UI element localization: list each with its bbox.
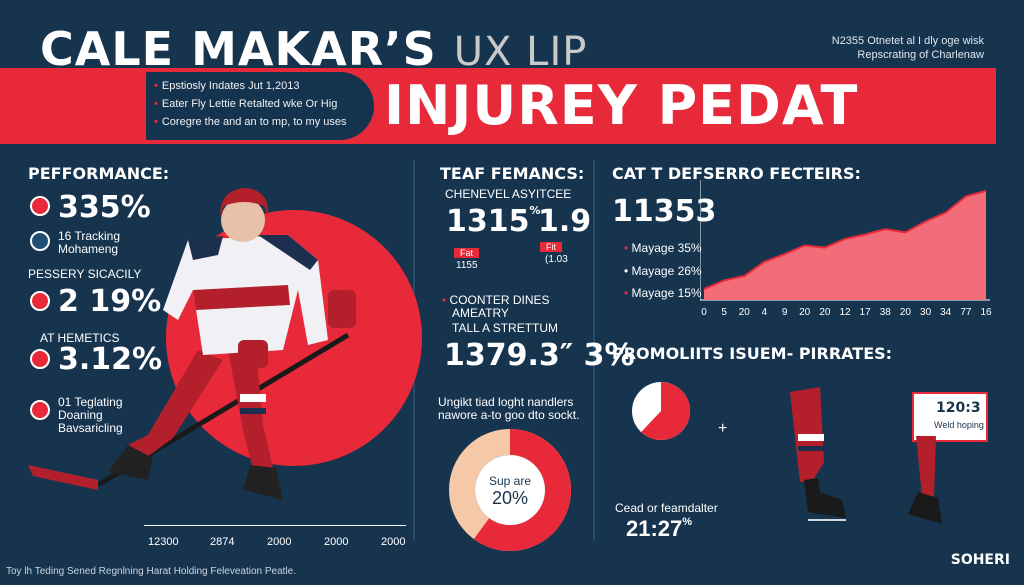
title-sub: UX LIP xyxy=(453,29,588,75)
tall-label: TALL A STRETTUM xyxy=(452,321,559,335)
x-tick-label: 20 xyxy=(739,307,751,318)
team-tag-left-sub: 1155 xyxy=(456,260,478,271)
x-tick-label: 20 xyxy=(900,307,912,318)
promo-pie-chart xyxy=(632,382,690,440)
axis-tick-label: 2000 xyxy=(267,536,292,548)
chart-heading: CAT T DEFSERRO FECTEIRS: xyxy=(612,164,861,183)
x-tick-label: 38 xyxy=(880,307,892,318)
header-note: N2355 Otnetet al I dly oge wisk Repscrat… xyxy=(831,35,984,61)
plus-sign: + xyxy=(718,420,728,437)
promo-heading: PROMOLIITS ISUEM- PIRRATES: xyxy=(612,344,893,363)
area-series-line xyxy=(703,189,987,291)
promo-card: 120:3 Weld hoping xyxy=(912,392,988,442)
donut-segment xyxy=(449,429,571,551)
team-tag-left: Fat xyxy=(454,248,480,258)
player-head xyxy=(221,198,265,242)
promo-value: 21:27% xyxy=(626,516,693,541)
counter-label: • COONTER DINES AMEATRY xyxy=(442,293,550,320)
axis-tick-label: 2000 xyxy=(324,536,349,548)
x-tick-label: 16 xyxy=(980,307,992,318)
donut-value: 20% xyxy=(491,488,529,508)
shield-icon xyxy=(30,400,50,420)
banner-bullets: • Epstiosly Indates Jut 1,2013 • Eater Fly… xyxy=(146,72,374,140)
team-note: Ungikt tiad loght nandlers nawore a-to go… xyxy=(438,395,580,422)
performance-axis xyxy=(144,525,406,526)
performance-heading: PEFFORMANCE: xyxy=(28,164,170,183)
pie-slice xyxy=(641,382,690,440)
skate-boot xyxy=(804,478,846,518)
column-divider xyxy=(593,160,595,540)
skate-icon xyxy=(30,291,50,311)
stat-heading: PESSERY SICACILY xyxy=(28,267,142,281)
stick-blade xyxy=(28,465,98,490)
banner-headline: INJUREY PEDAT xyxy=(384,74,859,137)
x-tick-label: 4 xyxy=(762,307,768,318)
skate-boot xyxy=(908,492,942,524)
x-tick-label: 0 xyxy=(701,307,707,318)
area-chart: 0 5 20 4 9 20 20 12 17 38 20 30 34 77 16 xyxy=(700,180,992,318)
bullet-item: • Coregre the and an to mp, to my uses xyxy=(154,116,347,128)
team-subheading: CHENEVEL ASYITCEE xyxy=(445,187,572,201)
headline-banner: • Epstiosly Indates Jut 1,2013 • Eater Fly… xyxy=(0,68,996,144)
hockey-player-illustration xyxy=(28,188,356,500)
footer-text: Toy lh Teding Sened Regnlning Harat Hold… xyxy=(6,566,297,577)
x-tick-label: 30 xyxy=(920,307,932,318)
x-tick-label: 34 xyxy=(940,307,952,318)
promo-label: Cead or feamdalter xyxy=(615,501,718,515)
brand-logo: SOHERI xyxy=(950,552,1010,568)
x-tick-label: 20 xyxy=(799,307,811,318)
helmet xyxy=(220,188,269,216)
x-tick-label: 9 xyxy=(782,307,788,318)
stat-heading: AT HEMETICS xyxy=(40,331,120,345)
donut-label: Sup are xyxy=(488,474,532,488)
sock-and-skate-illustration xyxy=(790,387,846,521)
glove xyxy=(328,290,356,328)
bird-icon xyxy=(30,349,50,369)
tall-value: 1379.3″ 3% xyxy=(444,338,635,373)
legend-item: • Mayage 26% xyxy=(624,264,702,278)
stat-value: 3.12% xyxy=(58,342,163,377)
stat-label: 16 Tracking Mohameng xyxy=(58,229,121,256)
team-donut-chart xyxy=(449,429,571,551)
bullet-item: • Epstiosly Indates Jut 1,2013 xyxy=(154,80,300,92)
x-tick-label: 12 xyxy=(839,307,851,318)
x-tick-label: 77 xyxy=(960,307,972,318)
bullet-item: • Eater Fly Lettie Retalted wke Or Hig xyxy=(154,98,338,110)
medal-icon xyxy=(30,196,50,216)
glove xyxy=(238,340,268,368)
team-heading: TEAF FEMANCS: xyxy=(440,164,585,183)
target-icon xyxy=(30,231,50,251)
team-tag-right: Fit xyxy=(540,242,562,252)
axis-tick-label: 2000 xyxy=(381,536,406,548)
page-title: CALE MAKAR’S UX LIP xyxy=(40,22,588,76)
team-value-left: 1315% xyxy=(446,204,541,239)
leg-illustration xyxy=(908,436,942,524)
chart-big-value: 11353 xyxy=(612,194,717,229)
stat-label: 01 Teglating Doaning Bavsaricling xyxy=(58,395,123,435)
legend-item: • Mayage 35% xyxy=(624,241,702,255)
x-tick-label: 20 xyxy=(819,307,831,318)
axis-tick-label: 2874 xyxy=(210,536,235,548)
team-tag-right-sub: (1.03 xyxy=(545,254,568,265)
stat-value: 335% xyxy=(58,190,151,225)
area-series xyxy=(704,190,986,300)
x-tick-label: 17 xyxy=(860,307,872,318)
axis-tick-label: 12300 xyxy=(148,536,179,548)
x-tick-label: 5 xyxy=(721,307,727,318)
team-value-right: 1.9 xyxy=(538,204,592,239)
stat-value: 2 19% xyxy=(58,284,162,319)
legend-item: • Mayage 15% xyxy=(624,286,702,300)
